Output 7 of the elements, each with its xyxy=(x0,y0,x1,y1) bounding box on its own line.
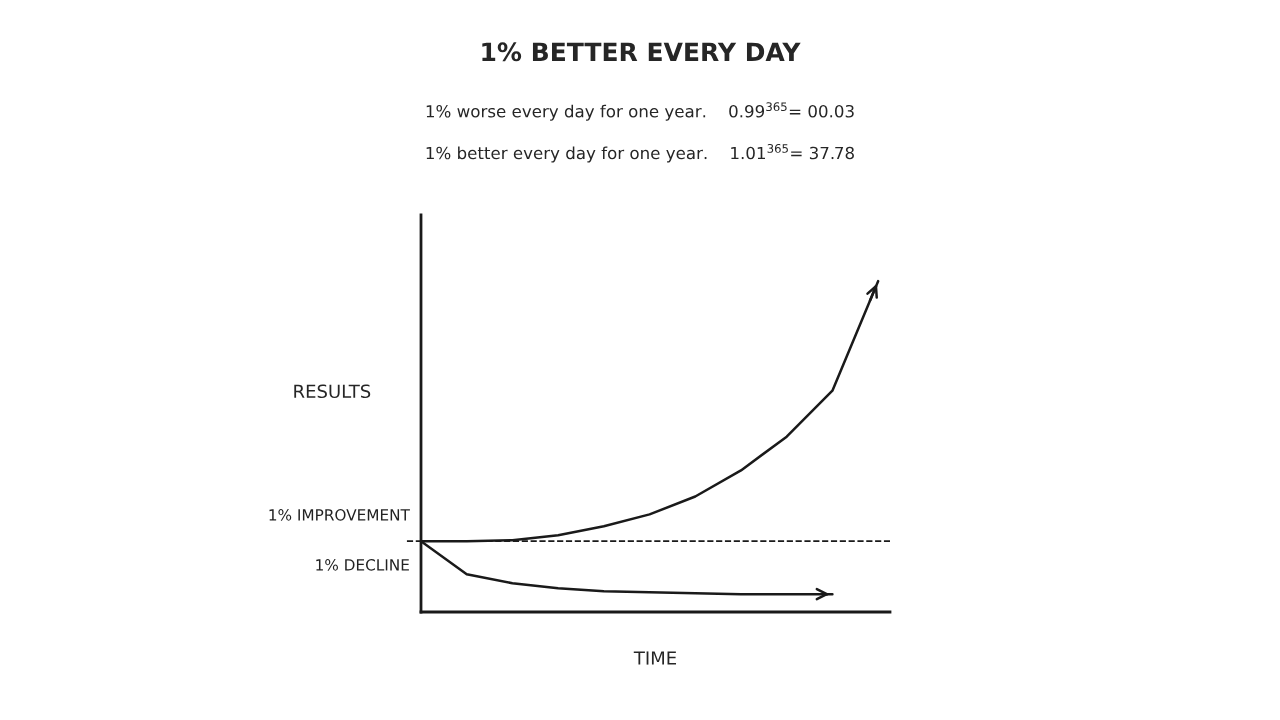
series-label: 1% DECLINE xyxy=(316,559,409,571)
x-axis-title: TIME xyxy=(633,651,677,665)
y-axis-title: RESULTS xyxy=(294,384,371,399)
series-label: 1% IMPROVEMENT xyxy=(269,509,410,521)
text: 1% worse every day for one year. 0.99$^{365}$= 00.03 xyxy=(426,102,854,121)
chart-title: 1% BETTER EVERY DAY xyxy=(482,42,801,62)
text: 1% better every day for one year. 1.01$^{365}$= 37.78 xyxy=(426,144,854,163)
